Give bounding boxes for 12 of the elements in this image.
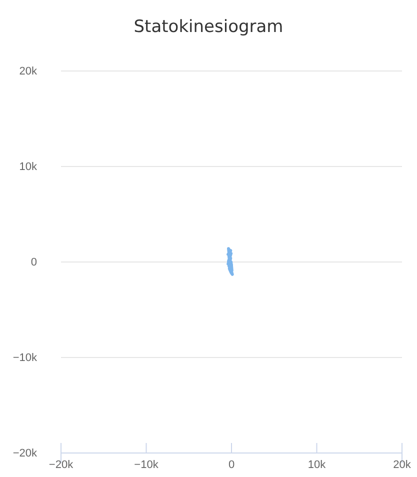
y-tick-label: 20k [19,66,38,78]
y-tick-label: −10k [12,352,38,364]
y-tick-label: 0 [30,256,37,269]
x-tick-label: 0 [228,459,235,472]
x-tick-label: −20k [48,459,74,472]
line-series [226,247,234,276]
x-tick-label: 10k [308,459,326,472]
x-tick-label: 20k [393,459,412,472]
y-tick-label: 10k [19,161,38,174]
x-tick-label: −10k [134,459,159,472]
chart-title: Statokinesiogram [134,17,284,37]
y-tick-label: −20k [12,448,38,460]
